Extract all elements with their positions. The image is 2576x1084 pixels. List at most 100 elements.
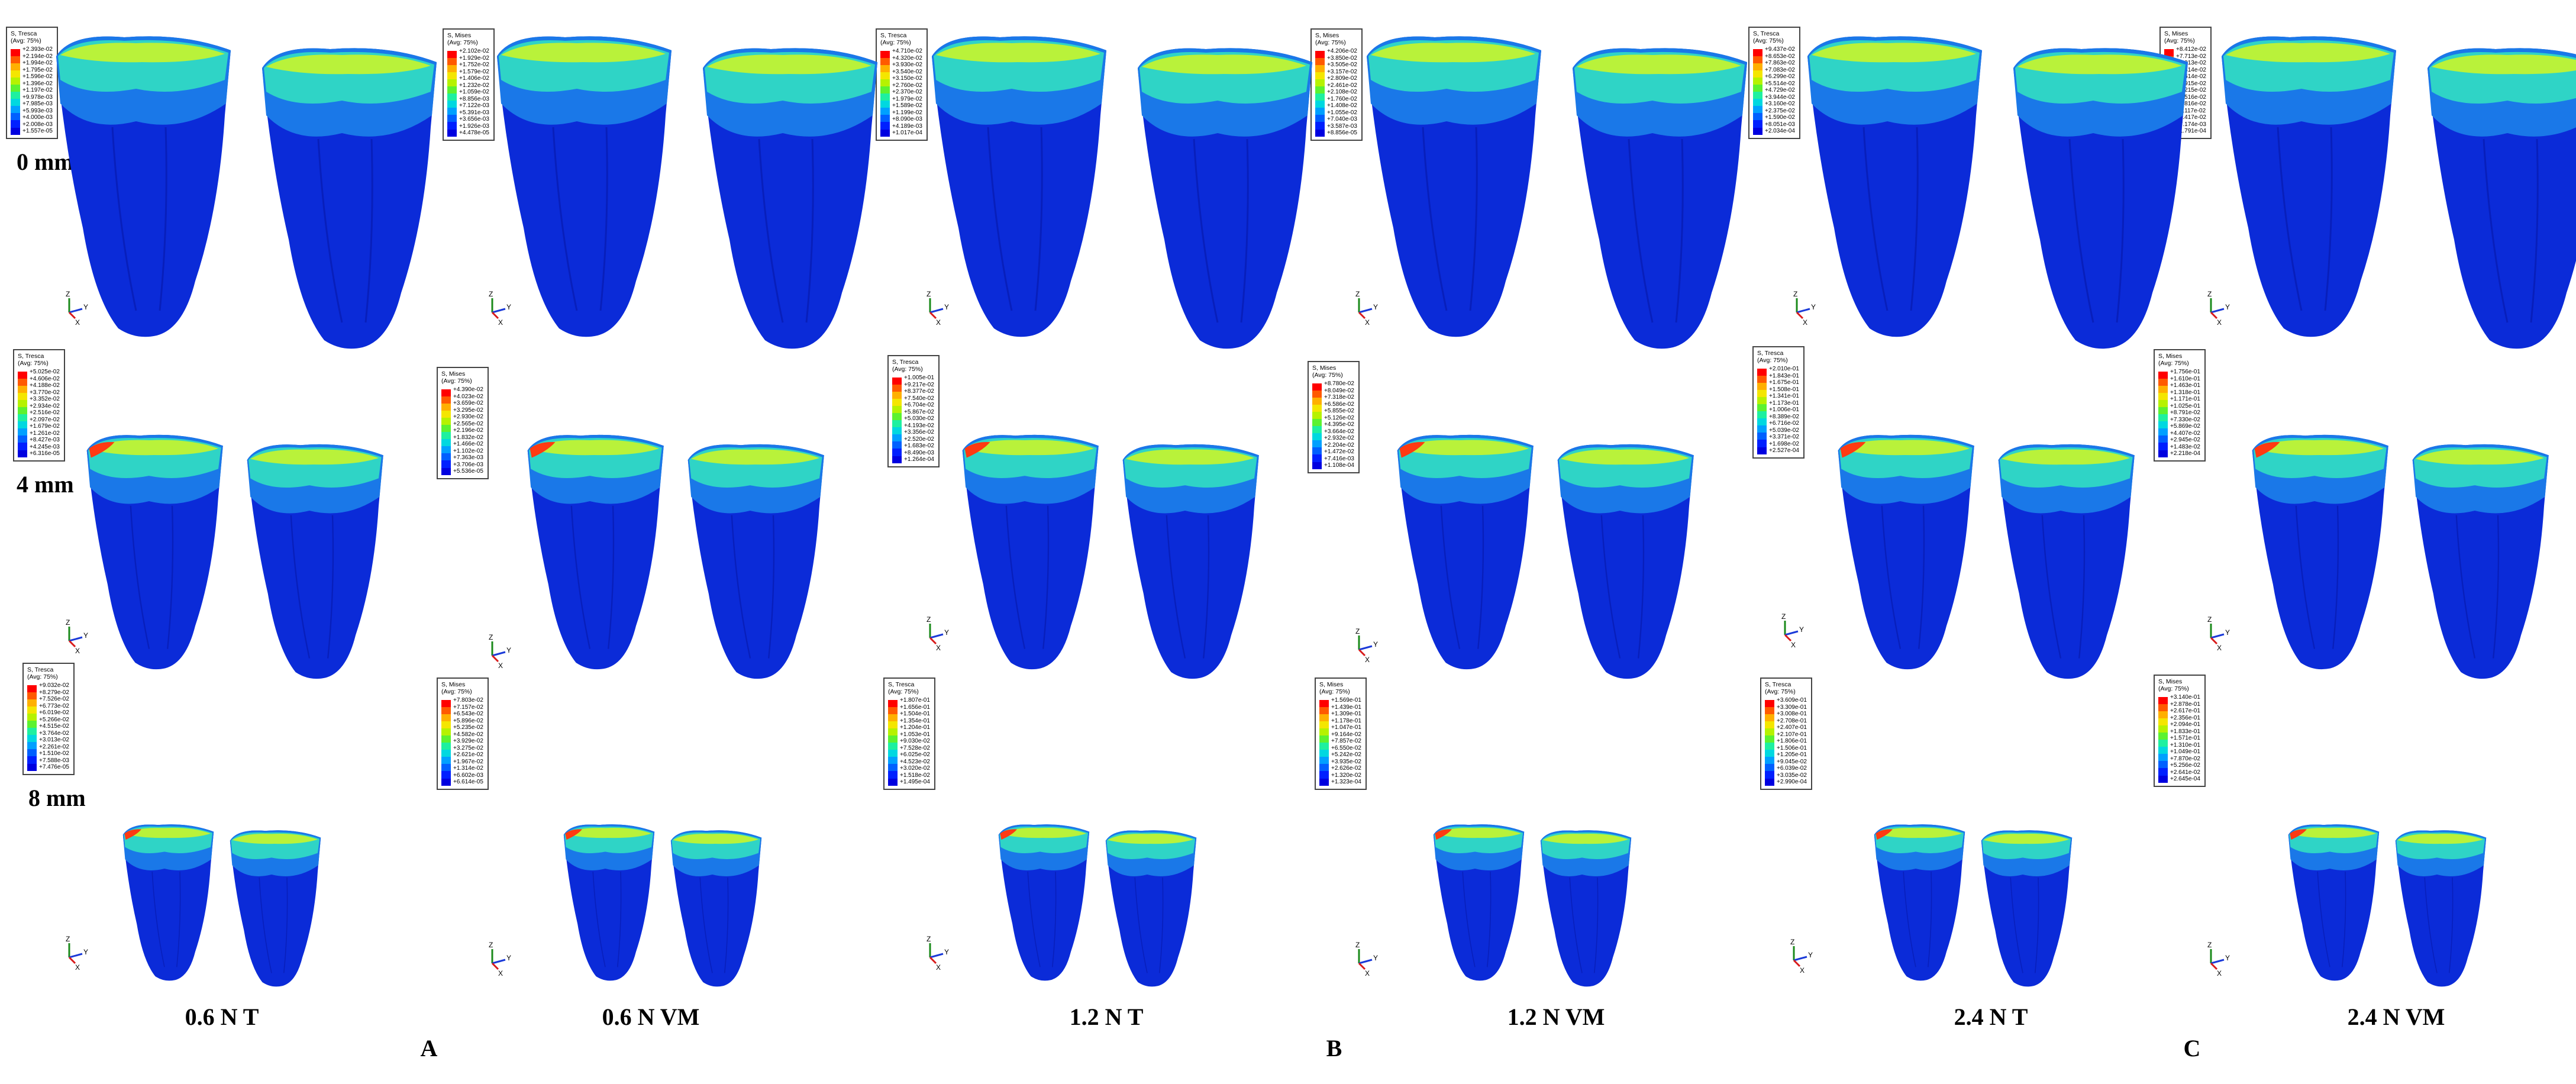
legend-color-swatch <box>441 721 451 729</box>
contour-legend-r0c3: S, Mises (Avg: 75%) +4.206e-02 +3.850e-02 +3… <box>1310 28 1363 141</box>
legend-color-swatch <box>1319 743 1329 750</box>
legend-value: +2.708e-01 <box>1777 717 1807 724</box>
legend-value: +1.205e-01 <box>1777 751 1807 758</box>
legend-value: +9.217e-02 <box>904 381 934 388</box>
legend-value: +1.579e-02 <box>459 68 489 75</box>
legend-value: +2.878e-01 <box>2170 701 2200 708</box>
legend-value: +4.582e-02 <box>453 731 483 738</box>
coordinate-triad-icon: Z Y X <box>1784 290 1819 327</box>
legend-color-swatch <box>1753 99 1762 107</box>
legend-color-swatch <box>1312 462 1322 469</box>
tooth-model-r0-c4-right <box>2004 44 2200 355</box>
legend-value: +1.173e-01 <box>1769 399 1799 406</box>
legend-average: (Avg: 75%) <box>2158 359 2189 367</box>
legend-color-swatch <box>1765 714 1774 722</box>
legend-value: +1.807e-01 <box>900 697 930 704</box>
legend-value: +1.557e-05 <box>22 128 53 134</box>
legend-value: +4.515e-02 <box>39 723 69 730</box>
legend-value: +3.275e-02 <box>453 744 483 751</box>
legend-color-swatch <box>880 101 890 108</box>
legend-color-swatch <box>2158 435 2168 443</box>
coordinate-triad-icon: Z Y X <box>479 633 515 670</box>
tooth-model-r1-c4-right <box>1991 441 2144 684</box>
legend-color-bar <box>441 389 451 475</box>
tooth-model-r2-c3-right <box>1536 828 1638 990</box>
legend-color-bar <box>1319 700 1329 786</box>
legend-average: (Avg: 75%) <box>892 365 923 373</box>
legend-value: +2.760e-02 <box>892 82 922 89</box>
axis-z-label: Z <box>927 935 931 943</box>
legend-value: +1.833e-01 <box>2170 728 2200 735</box>
coordinate-triad-icon: Z Y X <box>56 935 92 972</box>
legend-color-swatch <box>1753 70 1762 78</box>
legend-color-swatch <box>1757 376 1767 383</box>
legend-value: +3.309e-01 <box>1777 704 1807 711</box>
legend-color-swatch <box>892 420 902 428</box>
legend-color-swatch <box>1312 426 1322 434</box>
tooth-contour-shape <box>86 434 223 670</box>
tooth-contour-shape <box>2013 48 2188 349</box>
legend-value: +2.097e-02 <box>30 416 60 423</box>
legend-color-swatch <box>892 449 902 456</box>
legend-color-swatch <box>892 406 902 414</box>
legend-value: +1.806e-01 <box>1777 738 1807 744</box>
axis-y-label: Y <box>2225 303 2230 311</box>
legend-value: +2.008e-03 <box>22 121 53 128</box>
legend-color-swatch <box>441 728 451 736</box>
legend-value: +2.617e-01 <box>2170 708 2200 714</box>
legend-value: +2.393e-02 <box>22 46 53 53</box>
legend-color-swatch <box>1757 411 1767 419</box>
tooth-contour-shape <box>932 36 1106 337</box>
coordinate-triad-icon: Z Y X <box>1772 612 1807 649</box>
legend-color-bar <box>18 372 27 457</box>
legend-color-swatch <box>18 386 27 393</box>
tooth-contour-shape <box>1123 444 1260 679</box>
coordinate-triad-icon: Z Y X <box>56 290 92 327</box>
legend-average: (Avg: 75%) <box>1753 37 1784 44</box>
legend-color-swatch <box>2158 733 2168 740</box>
contour-legend-r1c1: S, Mises (Avg: 75%) +4.390e-02 +4.023e-02 +3… <box>437 367 489 479</box>
legend-value: +4.206e-02 <box>1327 48 1357 54</box>
axis-z-label: Z <box>489 941 493 949</box>
legend-color-swatch <box>441 778 451 786</box>
legend-value: +3.540e-02 <box>892 68 922 75</box>
tooth-contour-shape <box>2395 830 2487 987</box>
legend-value: +1.059e-02 <box>459 89 489 95</box>
legend-average: (Avg: 75%) <box>880 38 911 46</box>
legend-value: +1.506e-01 <box>1777 744 1807 751</box>
legend-color-swatch <box>1312 405 1322 412</box>
axis-z-label: Z <box>66 618 70 627</box>
legend-value: +1.466e-02 <box>453 441 483 447</box>
legend-value: +7.330e-02 <box>2170 416 2200 423</box>
legend-value: +2.356e-01 <box>2170 714 2200 721</box>
tooth-contour-shape <box>262 48 437 349</box>
legend-color-swatch <box>447 51 457 59</box>
tooth-model-r0-c5-right <box>2419 44 2576 355</box>
tooth-model-r2-c2-left <box>994 822 1096 984</box>
legend-color-swatch <box>18 372 27 379</box>
contour-legend-r1c3: S, Mises (Avg: 75%) +8.780e-02 +8.049e-02 +7… <box>1308 361 1360 473</box>
legend-value: +1.504e-01 <box>900 711 930 717</box>
legend-color-swatch <box>1319 735 1329 743</box>
legend-color-bar <box>1753 49 1762 135</box>
legend-color-swatch <box>888 707 898 715</box>
legend-color-swatch <box>27 749 37 757</box>
legend-color-swatch <box>1319 771 1329 779</box>
legend-value: +3.160e-02 <box>1765 101 1795 107</box>
legend-value: +1.049e-01 <box>2170 749 2200 755</box>
tooth-contour-shape <box>497 36 672 337</box>
legend-color-swatch <box>1765 728 1774 736</box>
axis-x-label: X <box>936 644 941 651</box>
legend-value: +1.832e-02 <box>453 434 483 441</box>
legend-color-swatch <box>1765 700 1774 708</box>
row-label-4mm: 4 mm <box>17 471 74 498</box>
legend-title: S, Tresca <box>1757 350 1784 357</box>
legend-color-swatch <box>441 418 451 425</box>
legend-color-swatch <box>888 728 898 736</box>
legend-value: +4.407e-02 <box>2170 430 2200 437</box>
legend-color-swatch <box>1757 369 1767 376</box>
tooth-model-r1-c0-left <box>80 432 232 675</box>
legend-color-swatch <box>18 435 27 443</box>
legend-title: S, Tresca <box>18 353 44 360</box>
axis-y-label: Y <box>944 303 949 311</box>
